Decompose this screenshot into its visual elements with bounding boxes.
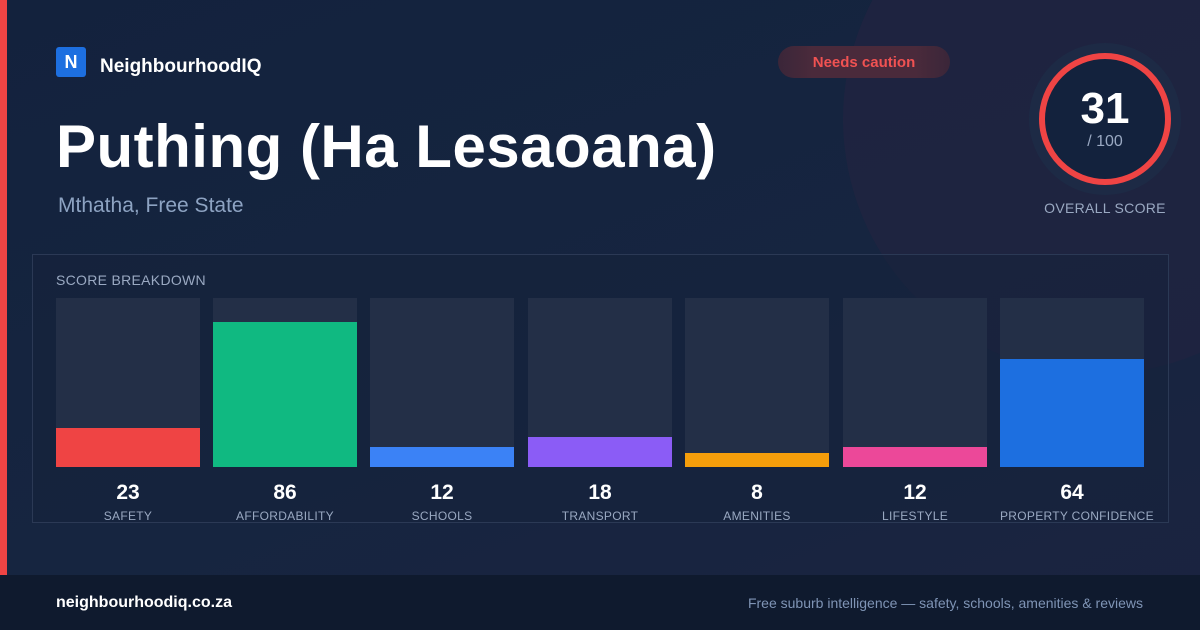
overall-score-ring-inner: 31 / 100 xyxy=(1039,53,1171,185)
bar-label-lifestyle: LIFESTYLE xyxy=(881,509,949,523)
footer: neighbourhoodiq.co.za Free suburb intell… xyxy=(0,575,1200,630)
bar-value-transport: 18 xyxy=(588,481,612,504)
status-badge: Needs caution xyxy=(778,46,950,78)
bar-fill-safety xyxy=(56,428,200,467)
bar-track xyxy=(528,298,672,467)
bar-fill-lifestyle xyxy=(843,447,987,467)
category-property-confidence: 64 PROPERTY CONFIDENCE xyxy=(1000,298,1154,523)
bar-value-amenities: 8 xyxy=(751,481,763,504)
brand[interactable]: N NeighbourhoodIQ xyxy=(56,46,261,78)
suburb-location: Mthatha, Free State xyxy=(58,194,244,217)
category-affordability: 86 AFFORDABILITY xyxy=(213,298,357,523)
bar-value-affordability: 86 xyxy=(273,481,297,504)
overall-score-ring: 31 / 100 xyxy=(1029,43,1181,195)
bar-value-lifestyle: 12 xyxy=(903,481,927,504)
brand-logo-icon: N xyxy=(56,47,86,77)
bar-value-property-confidence: 64 xyxy=(1060,481,1084,504)
bar-label-safety: SAFETY xyxy=(103,509,153,523)
category-schools: 12 SCHOOLS xyxy=(370,298,514,523)
bar-fill-amenities xyxy=(685,453,829,467)
bar-track xyxy=(843,298,987,467)
bar-track xyxy=(685,298,829,467)
footer-url-link[interactable]: neighbourhoodiq.co.za xyxy=(56,594,232,611)
footer-tagline: Free suburb intelligence — safety, schoo… xyxy=(747,595,1143,611)
bar-label-transport: TRANSPORT xyxy=(561,509,639,523)
bar-track xyxy=(370,298,514,467)
score-breakdown-panel: SCORE BREAKDOWN 23 SAFETY 86 AFFORDABILI… xyxy=(32,254,1169,523)
bar-track xyxy=(213,298,357,467)
bar-label-affordability: AFFORDABILITY xyxy=(236,509,334,523)
category-amenities: 8 AMENITIES xyxy=(685,298,829,523)
bar-value-safety: 23 xyxy=(116,481,140,504)
bar-label-schools: SCHOOLS xyxy=(411,509,473,523)
category-lifestyle: 12 LIFESTYLE xyxy=(843,298,987,523)
overall-score-value: 31 xyxy=(1080,84,1130,133)
bar-fill-schools xyxy=(370,447,514,467)
bar-fill-transport xyxy=(528,437,672,467)
overall-score-max: / 100 xyxy=(1087,133,1123,150)
brand-name: NeighbourhoodIQ xyxy=(100,56,262,77)
bar-label-property-confidence: PROPERTY CONFIDENCE xyxy=(1000,509,1154,523)
page-title: Puthing (Ha Lesaoana) xyxy=(56,113,717,180)
category-safety: 23 SAFETY xyxy=(56,298,200,523)
bar-fill-property-confidence xyxy=(1000,359,1144,467)
bar-label-amenities: AMENITIES xyxy=(723,509,791,523)
bar-value-schools: 12 xyxy=(430,481,454,504)
bar-track xyxy=(56,298,200,467)
overall-score-label: OVERALL SCORE xyxy=(1044,200,1166,216)
score-breakdown-title: SCORE BREAKDOWN xyxy=(56,272,206,288)
bar-track xyxy=(1000,298,1144,467)
category-transport: 18 TRANSPORT xyxy=(528,298,672,523)
accent-bar xyxy=(0,0,7,575)
bar-fill-affordability xyxy=(213,322,357,467)
